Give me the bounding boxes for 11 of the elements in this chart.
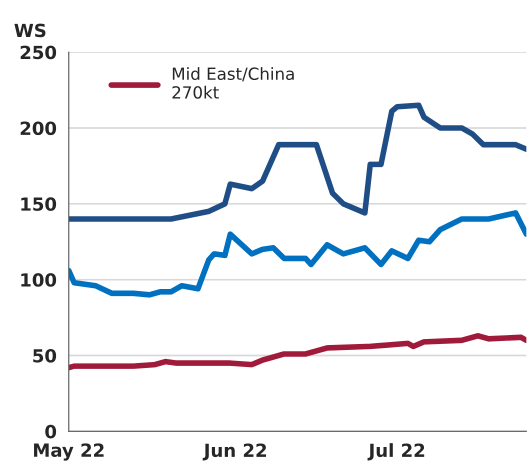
x-tick-label: Jul 22 (368, 443, 424, 460)
y-tick-label: 200 (20, 121, 56, 136)
y-tick-label: 0 (45, 424, 56, 438)
legend-label: Mid East/China 270kt (172, 67, 294, 99)
x-tick-label: May 22 (34, 443, 104, 461)
y-tick-label: 150 (21, 197, 56, 211)
y-tick-label: 100 (21, 273, 56, 287)
x-tick-label: Jun 22 (202, 443, 266, 460)
y-axis-title: WS (14, 24, 46, 38)
y-tick-label: 50 (33, 348, 56, 363)
y-tick-label: 250 (20, 46, 56, 60)
